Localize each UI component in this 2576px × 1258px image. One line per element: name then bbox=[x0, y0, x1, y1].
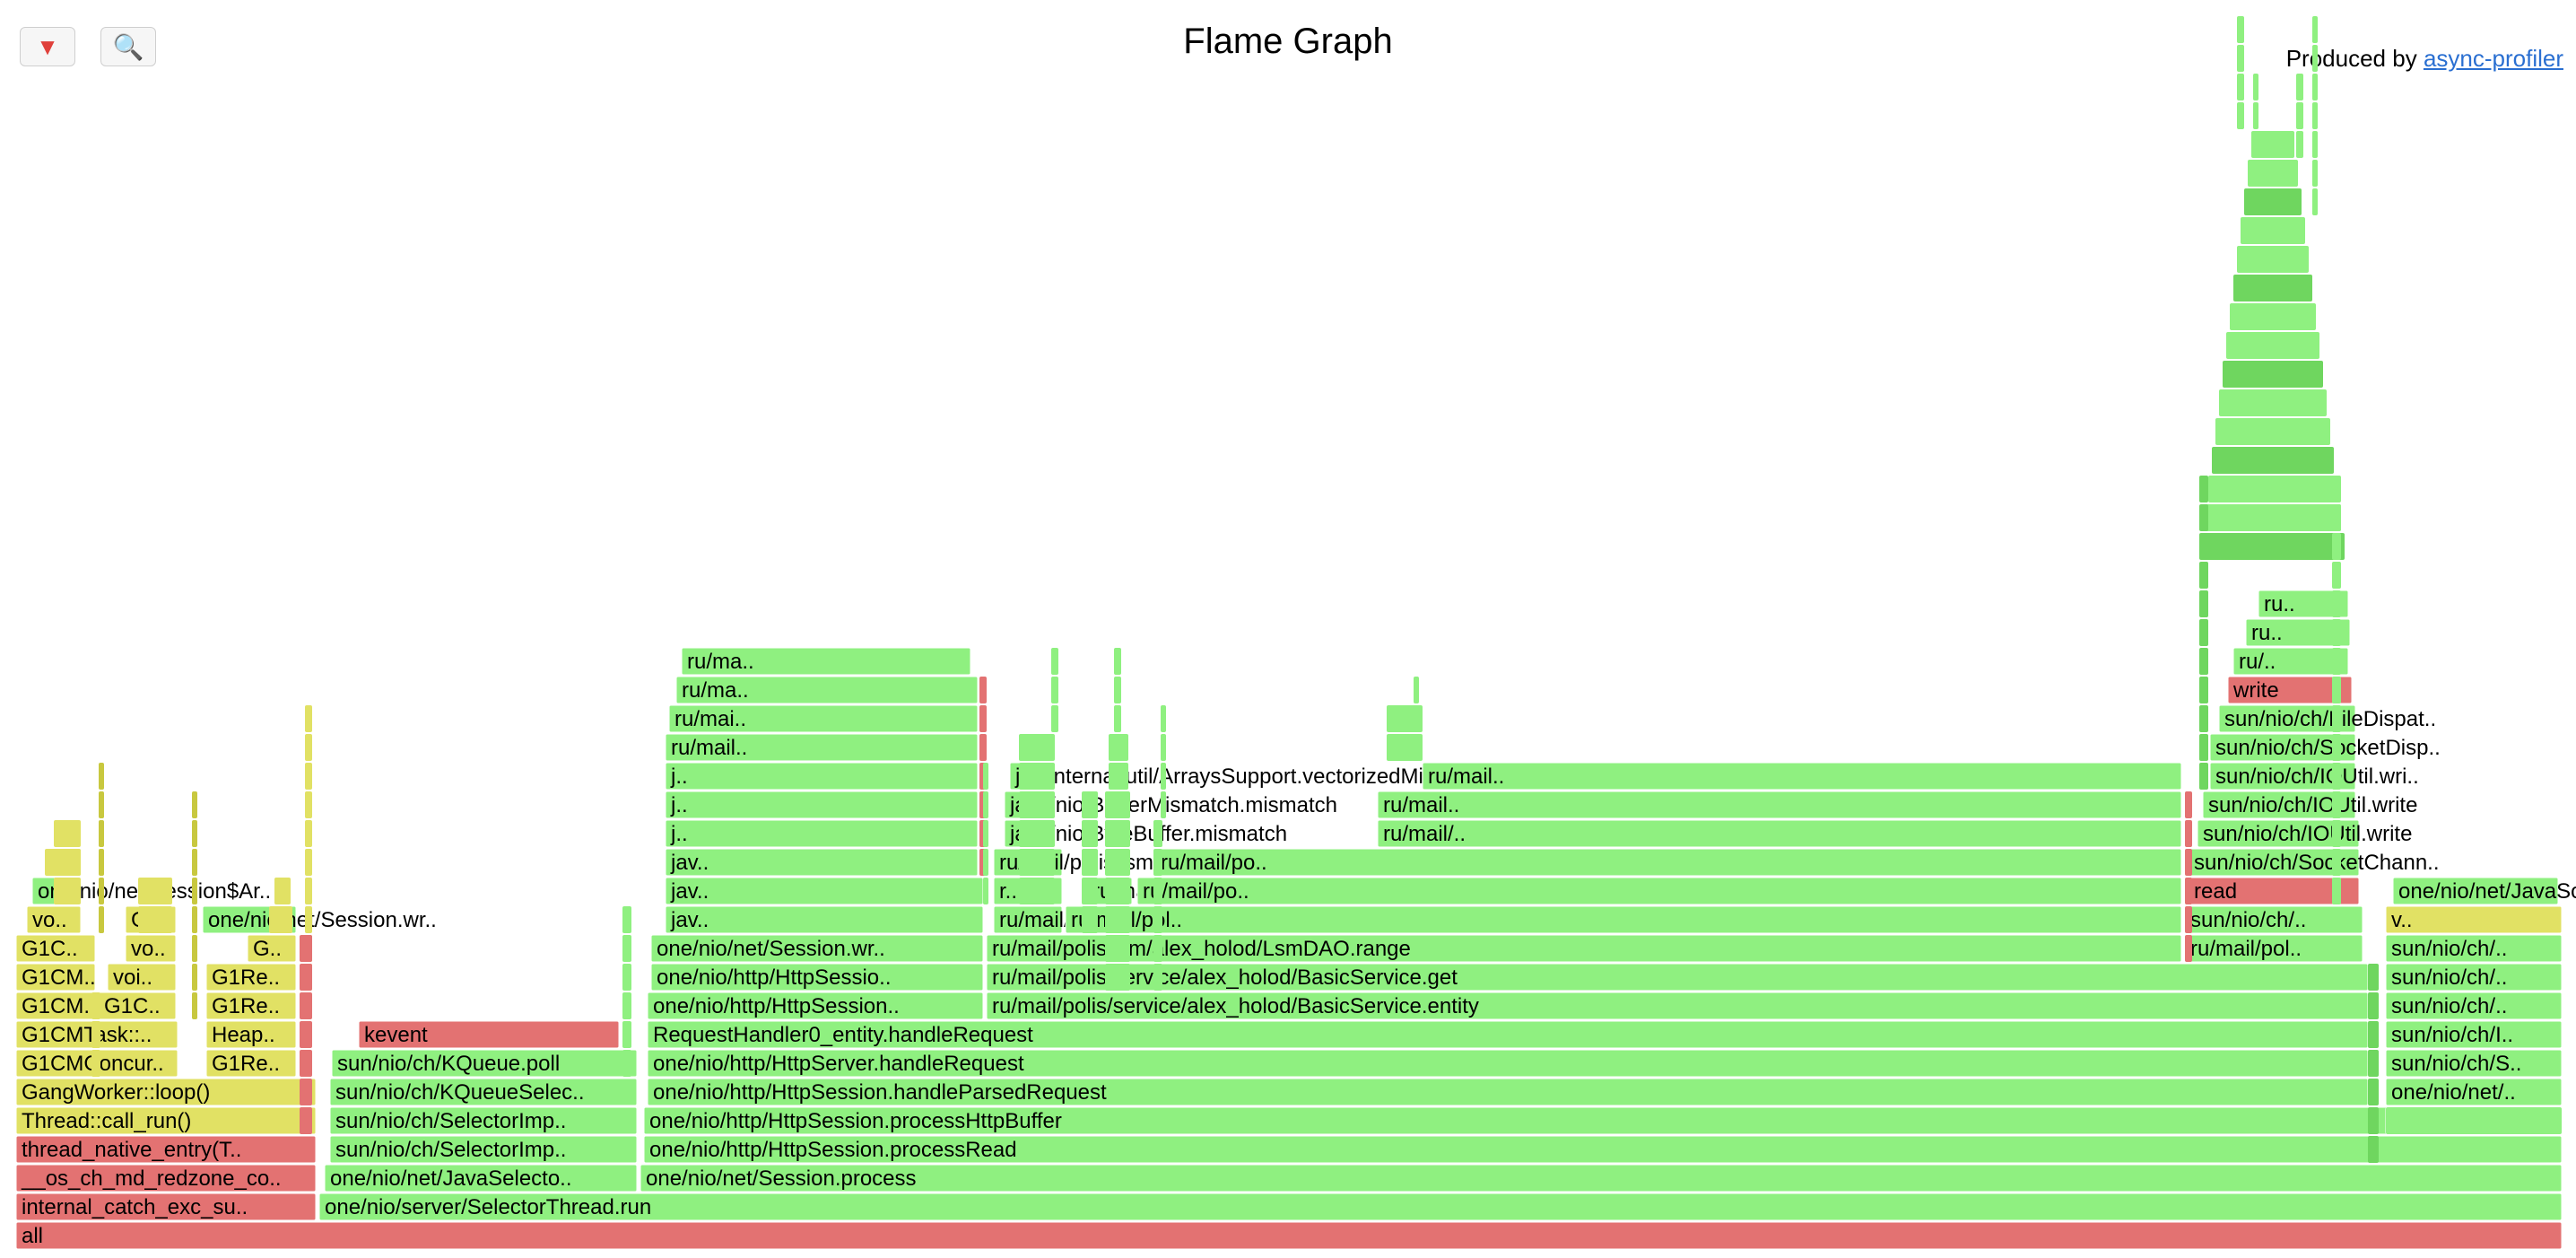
credit-prefix: Produced by bbox=[2285, 45, 2417, 72]
flame-frame[interactable]: ru/mail.. bbox=[1377, 791, 2182, 819]
flame-frame[interactable]: one/nio/http/HttpSessio.. bbox=[650, 963, 984, 992]
flame-frame[interactable]: sun/nio/ch/IOUtil.write bbox=[2202, 791, 2417, 819]
flame-frame[interactable]: sun/nio/ch/.. bbox=[2184, 905, 2363, 934]
flame-frame[interactable]: G1C.. bbox=[98, 992, 177, 1020]
flame-frame[interactable]: one/nio/net/.. bbox=[2385, 1078, 2563, 1106]
flame-frame[interactable]: G1CM.. bbox=[15, 992, 96, 1020]
flame-frame[interactable]: ru/mail/pol.. bbox=[2184, 934, 2363, 963]
flame-frame[interactable]: sun/nio/ch/.. bbox=[2385, 992, 2563, 1020]
flame-frame[interactable]: j.. bbox=[665, 791, 979, 819]
page-title: Flame Graph bbox=[1183, 22, 1393, 61]
flame-frame[interactable]: sun/nio/ch/SocketDisp.. bbox=[2209, 733, 2441, 762]
flame-frame[interactable]: sun/nio/ch/IOUtil.write bbox=[2197, 819, 2412, 848]
flame-frame[interactable]: one/nio/net/JavaSelecto.. bbox=[324, 1164, 638, 1192]
flame-frame[interactable]: sun/nio/ch/FileDispat.. bbox=[2218, 704, 2436, 733]
flame-frame[interactable]: ru/mail.. bbox=[665, 733, 979, 762]
flame-frame[interactable]: G1Re.. bbox=[205, 963, 297, 992]
frame-label: jdk/internal/util/ArraysSupport.vectoriz… bbox=[1014, 764, 1493, 789]
flame-frame[interactable]: one/nio/http/HttpSession.processHttpBuff… bbox=[643, 1106, 2563, 1135]
flame-frame[interactable]: sun/nio/ch/.. bbox=[2385, 963, 2563, 992]
flame-frame[interactable]: vo.. bbox=[125, 934, 177, 963]
flame-frame[interactable]: ru/mai.. bbox=[668, 704, 979, 733]
reverse-button[interactable]: ▼ bbox=[20, 27, 75, 66]
flame-frame[interactable]: ru/mail.. bbox=[1422, 762, 2182, 791]
flame-frame[interactable]: one/nio/http/HttpServer.handleRequest bbox=[647, 1049, 2369, 1078]
reverse-icon: ▼ bbox=[36, 32, 59, 60]
flame-frame[interactable]: j.. bbox=[665, 762, 979, 791]
flame-frame[interactable]: GangWorker::loop() bbox=[15, 1078, 317, 1106]
credit: Produced by async-profiler bbox=[2286, 45, 2563, 73]
flame-frame[interactable]: one/nio/server/SelectorThread.run bbox=[318, 1192, 2563, 1221]
flame-frame[interactable]: sun/nio/ch/SelectorImp.. bbox=[329, 1135, 638, 1164]
flame-frame[interactable]: ru/mail/polis/service/alex_holod/BasicSe… bbox=[986, 992, 2369, 1020]
flame-frame[interactable]: one/nio/net/JavaSocket.. bbox=[2392, 877, 2576, 905]
search-button[interactable]: 🔍 bbox=[100, 27, 156, 66]
flame-frame[interactable]: ru/.. bbox=[2232, 647, 2349, 676]
flame-frame[interactable]: ru/mail/polis/lsm/alex_holod/LsmDAO.rang… bbox=[986, 934, 2182, 963]
flame-frame[interactable]: G1Re.. bbox=[205, 1049, 297, 1078]
flame-frame[interactable]: one/nio/net/Session.wr.. bbox=[202, 905, 437, 934]
unlabeled-thin-frames bbox=[45, 16, 2562, 1163]
flame-frame[interactable]: sun/nio/ch/KQueueSelec.. bbox=[329, 1078, 638, 1106]
flame-frame[interactable]: G.. bbox=[247, 934, 297, 963]
flame-frame[interactable]: jav.. bbox=[665, 877, 984, 905]
flame-frame[interactable]: jdk/internal/util/ArraysSupport.vectoriz… bbox=[1009, 762, 1493, 791]
flame-frame[interactable]: j.. bbox=[665, 819, 979, 848]
flame-frame[interactable]: ru/mail/polis/service/alex_holod/BasicSe… bbox=[986, 963, 2369, 992]
flame-frame[interactable]: Heap.. bbox=[205, 1020, 297, 1049]
flame-frame[interactable]: sun/nio/ch/KQueue.poll bbox=[331, 1049, 638, 1078]
flame-frame[interactable]: all bbox=[15, 1221, 2563, 1250]
flame-frame[interactable]: G1C.. bbox=[15, 934, 96, 963]
flame-frame[interactable]: one/nio/http/HttpSession.processRead bbox=[643, 1135, 2563, 1164]
flame-frame[interactable]: RequestHandler0_entity.handleRequest bbox=[647, 1020, 2369, 1049]
flame-frame[interactable]: ru/mail/pol.. bbox=[1065, 905, 2182, 934]
flame-frame[interactable]: ru/ma.. bbox=[681, 647, 971, 676]
flame-frame[interactable]: jav.. bbox=[665, 905, 984, 934]
flame-frame[interactable]: sun/nio/ch/SelectorImp.. bbox=[329, 1106, 638, 1135]
flame-frame[interactable]: G1CM.. bbox=[15, 963, 96, 992]
flame-frame[interactable]: ru/mail/po.. bbox=[1136, 877, 2182, 905]
flame-frame[interactable]: thread_native_entry(T.. bbox=[15, 1135, 317, 1164]
search-icon: 🔍 bbox=[112, 32, 144, 61]
flame-frame[interactable]: __os_ch_md_redzone_co.. bbox=[15, 1164, 317, 1192]
flame-frame[interactable]: sun/nio/ch/IOUtil.wri.. bbox=[2209, 762, 2419, 791]
flame-frame[interactable]: jav.. bbox=[665, 848, 979, 877]
flame-frame[interactable]: ru/mail/.. bbox=[1377, 819, 2182, 848]
flame-frame[interactable]: Thread::call_run() bbox=[15, 1106, 317, 1135]
flame-frame[interactable]: sun/nio/ch/S.. bbox=[2385, 1049, 2563, 1078]
flame-frame[interactable]: G1Re.. bbox=[205, 992, 297, 1020]
flame-frame[interactable]: internal_catch_exc_su.. bbox=[15, 1192, 317, 1221]
flame-frame[interactable]: one/nio/http/HttpSession.handleParsedReq… bbox=[647, 1078, 2369, 1106]
flame-frame[interactable]: sun/nio/ch/.. bbox=[2385, 934, 2563, 963]
frame-label: java/nio/BufferMismatch.mismatch bbox=[1009, 793, 1337, 817]
flame-frame[interactable]: ru/mail/po.. bbox=[1154, 848, 2182, 877]
flame-frame[interactable]: vo.. bbox=[26, 905, 82, 934]
flame-frame[interactable]: sun/nio/ch/I.. bbox=[2385, 1020, 2563, 1049]
flame-frame[interactable]: one/nio/net/Session.process bbox=[640, 1164, 2563, 1192]
flame-frame[interactable]: one/nio/net/Session.wr.. bbox=[650, 934, 984, 963]
flame-frame[interactable]: voi.. bbox=[107, 963, 177, 992]
flame-frame[interactable]: sun/nio/ch/SocketChann.. bbox=[2188, 848, 2440, 877]
async-profiler-link[interactable]: async-profiler bbox=[2423, 45, 2563, 72]
flame-frame[interactable]: kevent bbox=[358, 1020, 620, 1049]
flame-frame[interactable]: ru/ma.. bbox=[675, 676, 979, 704]
flame-frame[interactable]: v.. bbox=[2385, 905, 2563, 934]
flame-frame[interactable]: one/nio/http/HttpSession.. bbox=[647, 992, 984, 1020]
